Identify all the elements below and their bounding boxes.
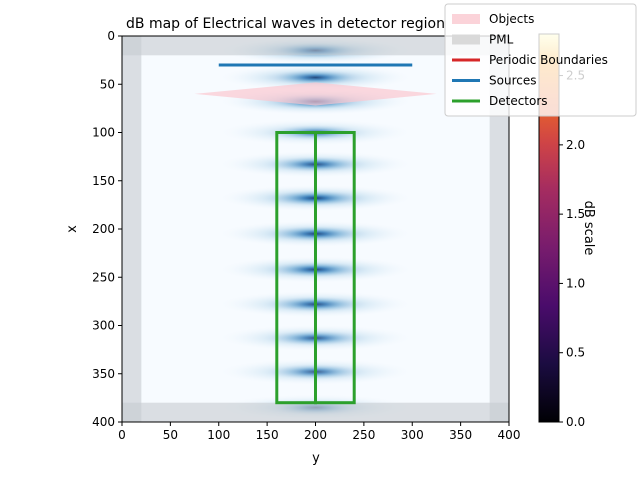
legend-label: PML [489, 33, 514, 47]
legend-label: Detectors [489, 94, 548, 108]
y-tick-label: 300 [92, 319, 115, 333]
legend-swatch [452, 14, 480, 24]
legend-label: Objects [489, 12, 534, 26]
legend: Objects PML Periodic Boundaries Sources Dete… [444, 3, 637, 117]
chart-title: dB map of Electrical waves in detector r… [126, 16, 445, 32]
pml-right [489, 36, 509, 422]
x-tick-label: 150 [256, 428, 279, 442]
y-tick-label: 250 [92, 270, 115, 284]
object-lens [194, 82, 437, 106]
x-tick-label: 100 [207, 428, 230, 442]
y-tick-label: 150 [92, 174, 115, 188]
colorbar-tick-label: 0.5 [566, 346, 585, 360]
colorbar-label: dB scale [581, 201, 596, 256]
wave-band [270, 69, 361, 86]
y-tick-label: 50 [100, 77, 115, 91]
pml-bottom [122, 402, 509, 422]
colorbar-tick-label: 0.0 [566, 415, 585, 429]
x-axis-label: y [312, 451, 320, 466]
x-tick-label: 300 [401, 428, 424, 442]
y-tick-label: 200 [92, 222, 115, 236]
x-axis: 0 50 100 150 200 250 300 350 400 [118, 422, 520, 442]
pml-top [122, 36, 509, 56]
y-axis: 0 50 100 150 200 250 300 350 400 [92, 29, 122, 429]
x-tick-label: 200 [304, 428, 327, 442]
legend-label: Periodic Boundaries [489, 53, 608, 67]
detector-rect [314, 131, 356, 405]
colorbar-tick-label: 1.5 [566, 207, 585, 221]
pml-left [122, 36, 142, 422]
x-tick-label: 350 [449, 428, 472, 442]
colorbar-tick-label: 2.0 [566, 138, 585, 152]
colorbar-tick-label: 1.0 [566, 276, 585, 290]
y-axis-label: x [65, 225, 80, 233]
x-tick-label: 250 [352, 428, 375, 442]
legend-frame [444, 3, 637, 117]
legend-label: Sources [489, 74, 536, 88]
y-tick-label: 400 [92, 415, 115, 429]
x-tick-label: 400 [498, 428, 521, 442]
x-tick-label: 0 [118, 428, 126, 442]
y-tick-label: 100 [92, 126, 115, 140]
legend-swatch [452, 34, 480, 45]
x-tick-label: 50 [163, 428, 178, 442]
y-tick-label: 0 [107, 29, 115, 43]
y-tick-label: 350 [92, 367, 115, 381]
